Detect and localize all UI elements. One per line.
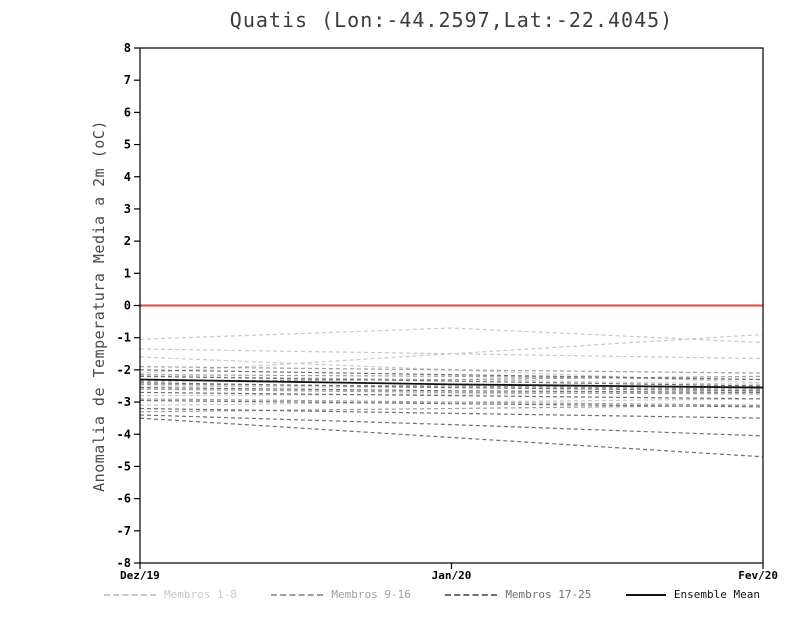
svg-text:-4: -4 [117,427,131,441]
svg-text:-2: -2 [117,363,131,377]
svg-text:4: 4 [124,170,131,184]
svg-text:6: 6 [124,105,131,119]
svg-text:7: 7 [124,73,131,87]
svg-text:Dez/19: Dez/19 [120,569,160,582]
legend-entry: Membros 17-25 [445,588,591,601]
legend: Membros 1-8 Membros 9-16 Membros 17-25 Ense… [104,588,760,601]
svg-text:Jan/20: Jan/20 [432,569,472,582]
legend-entry: Ensemble Mean [625,588,760,601]
svg-text:-7: -7 [117,524,131,538]
svg-text:5: 5 [124,138,131,152]
svg-text:2: 2 [124,234,131,248]
legend-label: Membros 1-8 [164,588,237,601]
legend-line-sample [625,593,666,596]
legend-line-sample [445,593,498,596]
svg-text:-8: -8 [117,556,131,570]
svg-text:3: 3 [124,202,131,216]
chart-title: Quatis (Lon:-44.2597,Lat:-22.4045) [229,8,674,32]
legend-label: Membros 9-16 [331,588,411,601]
svg-text:1: 1 [124,266,131,280]
svg-text:-6: -6 [117,492,131,506]
svg-text:-3: -3 [117,395,131,409]
svg-text:0: 0 [124,299,131,313]
svg-text:8: 8 [124,41,131,55]
legend-entry: Membros 9-16 [271,588,411,601]
legend-entry: Membros 1-8 [104,588,237,601]
legend-label: Membros 17-25 [505,588,592,601]
svg-text:-1: -1 [117,331,131,345]
legend-line-sample [104,593,156,596]
svg-text:-5: -5 [117,459,131,473]
svg-text:Fev/20: Fev/20 [738,569,778,582]
legend-line-sample [271,593,324,596]
legend-label: Ensemble Mean [673,588,760,601]
